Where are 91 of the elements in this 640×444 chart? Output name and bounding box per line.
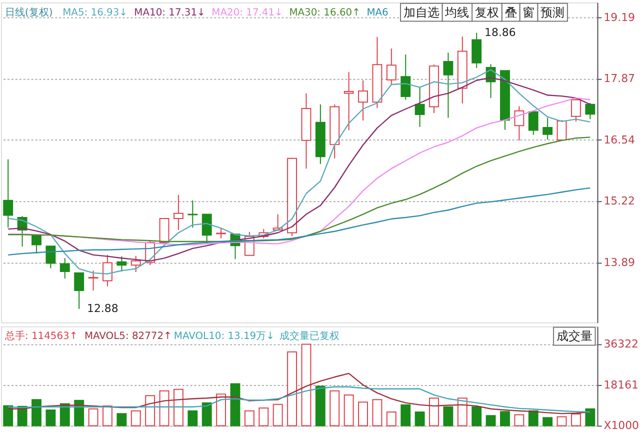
candlestick bbox=[414, 86, 425, 128]
bar bbox=[429, 398, 439, 426]
y-tick-label: X1000 bbox=[604, 419, 640, 432]
bar bbox=[74, 400, 84, 426]
candlestick bbox=[216, 227, 226, 239]
annotation: 预测 bbox=[540, 5, 565, 20]
candlestick bbox=[102, 254, 112, 287]
candlestick bbox=[130, 255, 141, 273]
bar bbox=[457, 398, 468, 426]
candlestick bbox=[32, 235, 42, 254]
bar bbox=[301, 344, 312, 426]
bar bbox=[88, 408, 98, 426]
candlestick bbox=[571, 98, 581, 122]
candlestick bbox=[472, 32, 482, 68]
line-series bbox=[7, 372, 591, 414]
y-tick-label: 15.22 bbox=[604, 194, 636, 208]
annotation: 均线 bbox=[444, 5, 470, 20]
bar bbox=[386, 412, 396, 426]
annotation: 18.86 bbox=[484, 26, 516, 39]
annotation: 叠 bbox=[504, 5, 517, 20]
bar bbox=[330, 390, 340, 426]
bar bbox=[514, 414, 524, 426]
bar bbox=[528, 410, 538, 426]
bar bbox=[372, 399, 382, 426]
candlestick bbox=[344, 72, 354, 131]
bar bbox=[173, 388, 184, 426]
bar bbox=[230, 383, 240, 426]
bar bbox=[472, 406, 482, 426]
annotation: 窗 bbox=[522, 5, 535, 20]
bar bbox=[358, 402, 368, 426]
bar bbox=[542, 417, 553, 426]
bar bbox=[130, 410, 141, 426]
bar bbox=[486, 415, 496, 426]
text: MA5: 16.93↓ bbox=[62, 7, 128, 18]
candlestick bbox=[528, 110, 538, 136]
bar bbox=[556, 416, 567, 426]
text: MA30: 16.60↑ bbox=[289, 7, 360, 18]
y-tick-label: 36322 bbox=[604, 338, 638, 351]
bar bbox=[188, 410, 198, 426]
text: MA10: 17.31↓ bbox=[134, 7, 206, 18]
text: MA20: 17.41↓ bbox=[212, 7, 283, 18]
line-series bbox=[7, 386, 591, 413]
candlestick bbox=[400, 54, 411, 100]
candlestick bbox=[585, 102, 596, 120]
bar bbox=[272, 404, 283, 426]
bar bbox=[500, 411, 510, 426]
candlestick bbox=[46, 246, 56, 269]
bar bbox=[102, 405, 112, 426]
y-tick-label: 18161 bbox=[604, 378, 638, 392]
text: MAVOL5: 82772↑ bbox=[84, 331, 172, 342]
annotation: 复权 bbox=[474, 5, 499, 20]
bar bbox=[46, 409, 56, 426]
bar bbox=[116, 413, 127, 426]
bar bbox=[244, 410, 254, 426]
y-tick-label: 19.19 bbox=[604, 11, 636, 24]
bar bbox=[571, 414, 581, 426]
bar bbox=[400, 404, 411, 426]
text: 日线(复权) bbox=[4, 6, 53, 18]
bar bbox=[145, 395, 156, 426]
candlestick bbox=[358, 80, 368, 122]
bar bbox=[32, 399, 42, 426]
candlestick bbox=[116, 256, 127, 272]
annotation: 成交量已复权 bbox=[279, 330, 340, 342]
y-tick-label: 13.89 bbox=[604, 256, 636, 269]
candlestick bbox=[3, 158, 14, 228]
bar bbox=[344, 394, 354, 426]
bar bbox=[414, 412, 425, 426]
candlestick bbox=[443, 52, 454, 118]
candlestick bbox=[514, 106, 524, 141]
bar bbox=[258, 407, 269, 426]
bar bbox=[585, 408, 596, 426]
candlestick bbox=[542, 117, 553, 140]
bar bbox=[443, 406, 454, 426]
candlestick bbox=[173, 194, 184, 230]
bar bbox=[287, 351, 298, 426]
candlestick bbox=[60, 258, 70, 279]
candlestick bbox=[386, 48, 396, 86]
annotation: 成交量 bbox=[556, 329, 592, 344]
text: 总手: 114563↑ bbox=[4, 330, 78, 342]
y-tick-label: 16.54 bbox=[604, 133, 636, 146]
annotation: 加自选 bbox=[403, 5, 440, 20]
bar bbox=[3, 405, 14, 426]
bar bbox=[216, 394, 226, 426]
bar bbox=[202, 402, 212, 426]
text: MAVOL10: 13.19万↓ bbox=[174, 331, 274, 342]
candlestick bbox=[74, 272, 84, 310]
candlestick bbox=[88, 270, 98, 291]
y-tick-label: 17.87 bbox=[604, 72, 636, 86]
annotation: 12.88 bbox=[87, 302, 118, 315]
bar bbox=[315, 386, 326, 426]
text: MA6 bbox=[366, 7, 388, 18]
